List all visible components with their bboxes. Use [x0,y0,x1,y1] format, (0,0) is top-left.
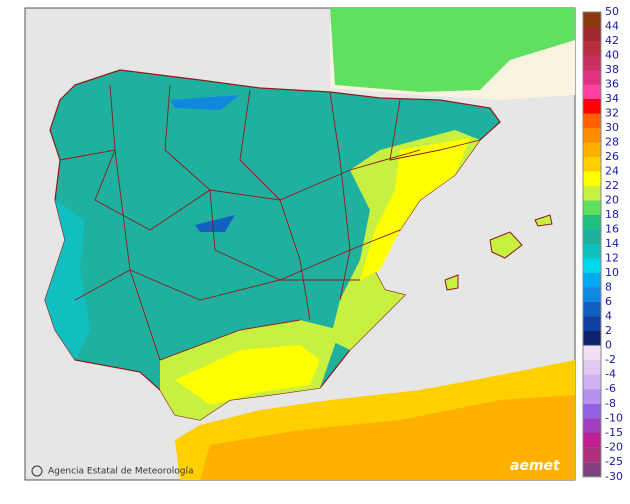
legend-label: -10 [605,411,623,424]
legend-swatch [583,41,601,56]
legend-label: 34 [605,92,619,105]
province-borders [59,84,481,361]
ibiza [444,274,459,291]
legend-label: 38 [605,63,619,76]
legend-label: -8 [605,397,616,410]
legend-label: -25 [605,455,623,468]
legend-label: -4 [605,368,616,381]
legend-label: 18 [605,208,619,221]
legend-label: 28 [605,136,619,149]
legend-label: -20 [605,441,623,454]
east-coast [360,138,470,280]
legend-swatch [583,128,601,143]
legend-swatch [583,287,601,302]
legend-swatch [583,433,601,448]
legend-swatch [583,200,601,215]
mallorca [489,231,523,259]
legend-label: -6 [605,382,616,395]
west-coast [45,200,90,360]
credit-icon [31,465,43,477]
legend-swatch [583,374,601,390]
legend-swatch [583,84,601,99]
legend-label: 8 [605,281,612,294]
central-cold [195,215,235,232]
legend-frame [582,344,602,478]
legend-label: 36 [605,78,619,91]
legend-swatch [583,447,601,463]
legend-label: 32 [605,107,619,120]
legend-swatch [583,142,601,157]
legend-label: 30 [605,121,619,134]
legend-swatch [583,171,601,186]
legend-swatch [583,113,601,128]
africa-heat [200,395,575,480]
legend-swatch [583,186,601,201]
legend-swatch [583,12,601,27]
legend-label: 6 [605,295,612,308]
logo: aemet [510,458,561,474]
legend-label: 14 [605,237,619,250]
legend-swatch [583,26,601,41]
legend-swatch [583,273,601,288]
legend-label: 20 [605,194,619,207]
legend-swatch [583,389,601,404]
legend-label: 12 [605,252,619,265]
legend-swatch [583,99,601,114]
legend-label: 26 [605,150,619,163]
legend-label: 10 [605,266,619,279]
legend-label: 40 [605,49,619,62]
legend-swatch [583,244,601,259]
legend-swatch [583,258,601,273]
legend-swatch [583,55,601,70]
legend-swatch [583,360,601,375]
france-heat [330,8,575,92]
legend-label: 42 [605,34,619,47]
south-hot [175,345,320,405]
legend-label: 4 [605,310,612,323]
cantabrian-cold [170,95,240,110]
legend-swatch [583,229,601,244]
legend-label: 2 [605,324,612,337]
legend-swatch [583,331,601,346]
legend-swatch [583,462,601,477]
legend-label: 22 [605,179,619,192]
legend-swatch [583,70,601,85]
legend-swatch [583,302,601,317]
legend-swatch [583,215,601,230]
legend-label: 24 [605,165,619,178]
legend-label: 0 [605,339,612,352]
legend-label: -30 [605,470,623,483]
legend-label: 50 [605,5,619,18]
east-warm [330,130,480,350]
legend-label: -2 [605,353,616,366]
legend-swatch [583,316,601,331]
credit: Agencia Estatal de Meteorología [48,467,194,477]
legend-swatch [583,157,601,172]
legend-swatch [583,403,601,419]
legend-swatch [583,418,601,433]
menorca [534,214,553,227]
legend-swatch [583,345,601,360]
legend-label: 44 [605,20,619,33]
legend-label: -15 [605,426,623,439]
legend-label: 16 [605,223,619,236]
